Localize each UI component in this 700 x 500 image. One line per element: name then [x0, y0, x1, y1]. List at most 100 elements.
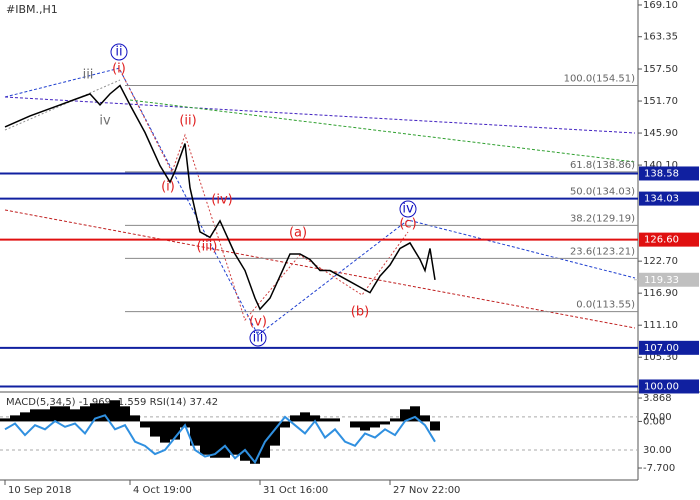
trend-lines	[4, 67, 636, 336]
macd-bar	[30, 409, 40, 422]
macd-bar	[60, 406, 70, 422]
y-tick-label: 105.30	[643, 352, 678, 363]
macd-bar	[80, 406, 90, 422]
macd-bar	[320, 418, 330, 422]
fibonacci-label: 100.0(154.51)	[564, 74, 636, 85]
macd-bar	[130, 415, 140, 422]
macd-bar	[190, 421, 200, 446]
wave-label: iv	[402, 202, 414, 217]
wave-label: (iii)	[197, 240, 218, 255]
wave-label: ii	[115, 45, 122, 60]
macd-bar	[360, 421, 370, 431]
y-tick-label: 111.10	[643, 320, 678, 331]
macd-bar	[300, 412, 310, 422]
y-tick-label: 0.00	[643, 416, 665, 427]
fibonacci-label: 0.0(113.55)	[576, 300, 635, 311]
channel-line	[4, 79, 121, 131]
wave-label: (b)	[351, 305, 369, 320]
x-tick-label: 27 Nov 22:00	[393, 485, 460, 496]
level-label: 119.33	[644, 275, 679, 286]
macd-bar	[0, 418, 10, 422]
macd-bar	[20, 412, 30, 422]
macd-bar	[200, 421, 210, 455]
y-tick-label: 169.10	[643, 0, 678, 11]
y-tick-label: 116.90	[643, 288, 678, 299]
x-tick-label: 31 Oct 16:00	[263, 485, 328, 496]
macd-bar	[230, 421, 240, 455]
x-tick-label: 10 Sep 2018	[8, 485, 71, 496]
macd-bar	[240, 421, 250, 461]
macd-bar	[160, 421, 170, 443]
macd-bar	[310, 415, 320, 422]
macd-bar	[350, 421, 360, 428]
y-tick-label: 151.70	[643, 96, 678, 107]
macd-bar	[390, 418, 400, 422]
level-label: 138.58	[644, 168, 679, 179]
macd-bar	[220, 421, 230, 458]
y2-tick-label: 30.00	[643, 445, 672, 456]
fibonacci-label: 61.8(138.86)	[570, 160, 635, 171]
macd-bar	[140, 421, 150, 428]
macd-bar	[260, 421, 270, 458]
macd-bar	[430, 421, 440, 431]
y-tick-label: 163.35	[643, 32, 678, 43]
macd-bar	[150, 421, 160, 437]
wave-label: iii	[83, 68, 94, 83]
y-tick-label: 145.90	[643, 128, 678, 139]
level-box	[639, 379, 699, 394]
macd-bar	[210, 421, 220, 458]
macd-bar	[40, 409, 50, 422]
level-box	[639, 232, 699, 247]
macd-bar	[90, 403, 100, 422]
level-label: 126.60	[644, 235, 679, 246]
indicator-line	[4, 414, 436, 465]
level-box	[639, 166, 699, 181]
macd-bar	[170, 421, 180, 440]
x-tick-label: 4 Oct 19:00	[133, 485, 192, 496]
fibonacci-label: 23.6(123.21)	[570, 246, 635, 257]
macd-bar	[50, 406, 60, 422]
macd-bar	[420, 415, 430, 422]
level-box	[639, 191, 699, 206]
macd-bar	[290, 415, 300, 422]
wave-label: iv	[99, 114, 111, 129]
macd-bar	[410, 406, 420, 422]
level-box	[639, 340, 699, 355]
macd-bar	[380, 421, 390, 425]
macd-bar	[280, 421, 290, 428]
y-tick-label: 3.868	[643, 393, 672, 404]
y2-tick-label: 70.00	[643, 412, 672, 423]
wave-label: (ii)	[179, 114, 196, 129]
y-tick-label: -7.700	[643, 463, 675, 474]
wave-label: (i)	[161, 180, 175, 195]
wave-label: iii	[253, 331, 264, 346]
wave-label: (c)	[399, 217, 416, 232]
macd-bar	[70, 409, 80, 422]
wave-circle	[249, 329, 267, 347]
macd-bar	[330, 418, 340, 422]
wave-line	[119, 69, 409, 322]
wave-circle	[110, 43, 128, 61]
wave-circle	[399, 200, 417, 218]
level-label: 100.00	[644, 381, 679, 392]
macd-bar	[100, 403, 110, 422]
wave-label: (i)	[112, 62, 126, 77]
channel-line	[4, 96, 636, 134]
fibonacci-label: 38.2(129.19)	[570, 213, 635, 224]
chart-title: #IBM.,H1	[6, 3, 58, 16]
fibonacci-label: 50.0(134.03)	[570, 187, 635, 198]
wave-label: (v)	[249, 315, 267, 330]
macd-bar	[370, 421, 380, 428]
y-tick-label: 157.50	[643, 64, 678, 75]
y-tick-label: 140.10	[643, 160, 678, 171]
macd-bar	[270, 421, 280, 446]
level-label: 134.03	[644, 194, 679, 205]
y-tick-label: 122.70	[643, 256, 678, 267]
channel-line	[4, 209, 636, 329]
macd-bar	[250, 421, 260, 464]
macd-bar	[10, 415, 20, 422]
level-label: 107.00	[644, 343, 679, 354]
wave-label: (iv)	[211, 193, 232, 208]
wave-label: (a)	[289, 226, 307, 241]
